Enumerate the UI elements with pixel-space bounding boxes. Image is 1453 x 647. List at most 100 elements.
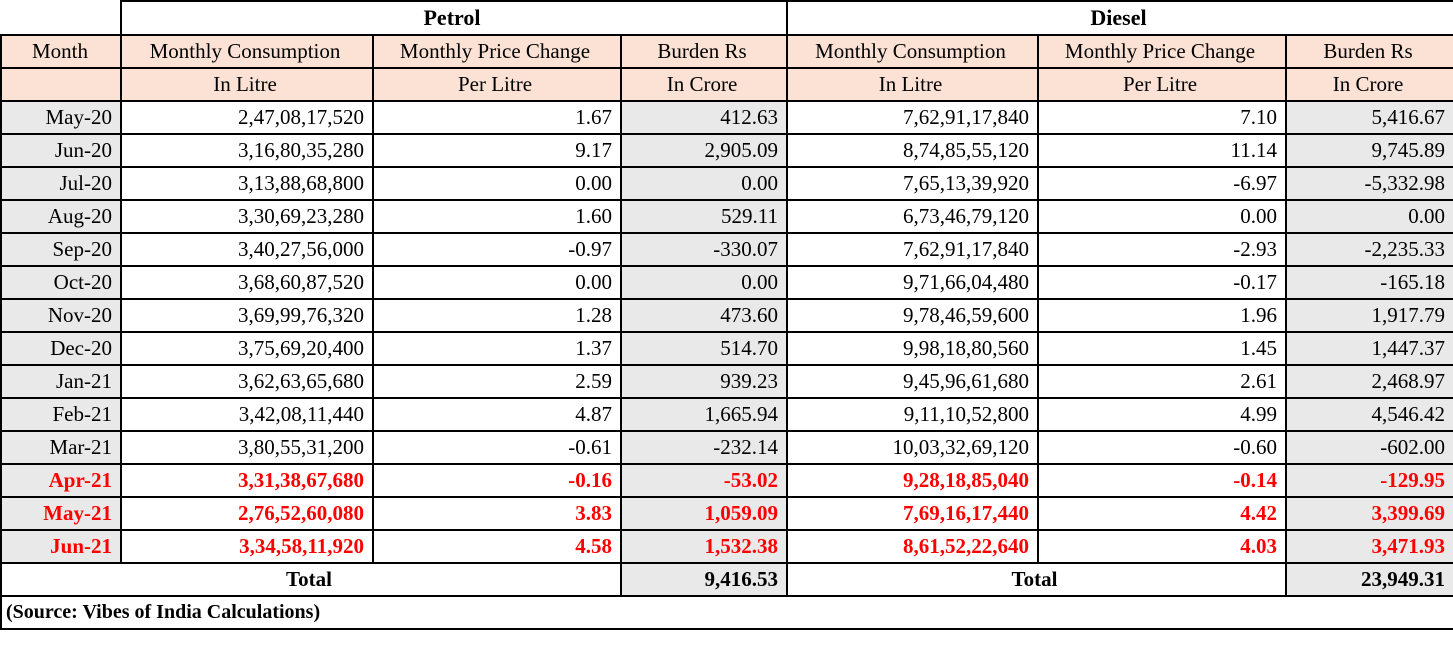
petrol-consumption-cell: 3,34,58,11,920 [120, 529, 374, 564]
diesel-burden-cell: -2,235.33 [1284, 232, 1453, 267]
month-cell: Feb-21 [0, 397, 122, 432]
month-cell: Jun-20 [0, 133, 122, 168]
table-row: Sep-20 3,40,27,56,000 -0.97 -330.07 7,62,91,… [0, 232, 1453, 267]
petrol-price-change-cell: 9.17 [372, 133, 622, 168]
petrol-price-change-cell: 2.59 [372, 364, 622, 399]
diesel-burden-cell: 1,917.79 [1284, 298, 1453, 333]
diesel-price-change-cell: -2.93 [1037, 232, 1287, 267]
table-row: Feb-21 3,42,08,11,440 4.87 1,665.94 9,11,10,… [0, 397, 1453, 432]
petrol-consumption-unit: In Litre [120, 67, 374, 102]
table-row: Apr-21 3,31,38,67,680 -0.16 -53.02 9,28,18,8… [0, 463, 1453, 498]
petrol-consumption-cell: 3,42,08,11,440 [120, 397, 374, 432]
diesel-consumption-cell: 9,11,10,52,800 [786, 397, 1039, 432]
petrol-consumption-cell: 3,69,99,76,320 [120, 298, 374, 333]
petrol-burden-cell: 939.23 [620, 364, 788, 399]
diesel-consumption-cell: 9,71,66,04,480 [786, 265, 1039, 300]
diesel-burden-cell: -165.18 [1284, 265, 1453, 300]
petrol-consumption-cell: 3,16,80,35,280 [120, 133, 374, 168]
unit-header-row: In Litre Per Litre In Crore In Litre Per… [0, 67, 1453, 102]
month-cell: Mar-21 [0, 430, 122, 465]
month-cell: May-21 [0, 496, 122, 531]
month-cell: Jun-21 [0, 529, 122, 564]
diesel-consumption-cell: 8,74,85,55,120 [786, 133, 1039, 168]
diesel-burden-cell: 1,447.37 [1284, 331, 1453, 366]
diesel-burden-header: Burden Rs [1284, 34, 1453, 69]
diesel-burden-cell: -5,332.98 [1284, 166, 1453, 201]
month-cell: Oct-20 [0, 265, 122, 300]
table-body: May-20 2,47,08,17,520 1.67 412.63 7,62,91,17… [0, 100, 1453, 564]
fuel-burden-table: Petrol Diesel Month Monthly Consumption … [0, 0, 1453, 630]
petrol-price-change-cell: 1.67 [372, 100, 622, 135]
petrol-price-change-header: Monthly Price Change [372, 34, 622, 69]
petrol-total-label: Total [0, 562, 622, 597]
diesel-burden-cell: 2,468.97 [1284, 364, 1453, 399]
diesel-price-change-cell: -0.60 [1037, 430, 1287, 465]
petrol-burden-cell: 2,905.09 [620, 133, 788, 168]
table-row: Jun-20 3,16,80,35,280 9.17 2,905.09 8,74,85,… [0, 133, 1453, 168]
petrol-consumption-header: Monthly Consumption [120, 34, 374, 69]
diesel-consumption-cell: 7,62,91,17,840 [786, 100, 1039, 135]
diesel-consumption-cell: 7,62,91,17,840 [786, 232, 1039, 267]
diesel-total-burden: 23,949.31 [1284, 562, 1453, 597]
table-row: Nov-20 3,69,99,76,320 1.28 473.60 9,78,46,59… [0, 298, 1453, 333]
petrol-burden-cell: 529.11 [620, 199, 788, 234]
month-cell: May-20 [0, 100, 122, 135]
diesel-price-change-cell: 4.03 [1037, 529, 1287, 564]
month-column-header: Month [0, 34, 122, 69]
diesel-price-change-cell: 1.96 [1037, 298, 1287, 333]
petrol-consumption-cell: 2,47,08,17,520 [120, 100, 374, 135]
petrol-consumption-cell: 3,80,55,31,200 [120, 430, 374, 465]
petrol-burden-cell: -232.14 [620, 430, 788, 465]
petrol-price-change-cell: -0.97 [372, 232, 622, 267]
petrol-price-change-cell: -0.16 [372, 463, 622, 498]
petrol-burden-cell: 514.70 [620, 331, 788, 366]
petrol-price-change-cell: -0.61 [372, 430, 622, 465]
diesel-consumption-cell: 8,61,52,22,640 [786, 529, 1039, 564]
diesel-consumption-cell: 9,45,96,61,680 [786, 364, 1039, 399]
column-header-row: Month Monthly Consumption Monthly Price … [0, 34, 1453, 69]
diesel-price-change-cell: 7.10 [1037, 100, 1287, 135]
petrol-consumption-cell: 3,30,69,23,280 [120, 199, 374, 234]
diesel-price-change-cell: -0.14 [1037, 463, 1287, 498]
diesel-consumption-cell: 9,28,18,85,040 [786, 463, 1039, 498]
petrol-price-change-cell: 3.83 [372, 496, 622, 531]
diesel-price-change-cell: 0.00 [1037, 199, 1287, 234]
table-row: Oct-20 3,68,60,87,520 0.00 0.00 9,71,66,04,4… [0, 265, 1453, 300]
month-cell: Sep-20 [0, 232, 122, 267]
petrol-burden-unit: In Crore [620, 67, 788, 102]
source-note: (Source: Vibes of India Calculations) [0, 595, 1453, 630]
petrol-burden-cell: 0.00 [620, 166, 788, 201]
diesel-burden-cell: 3,471.93 [1284, 529, 1453, 564]
petrol-consumption-cell: 3,75,69,20,400 [120, 331, 374, 366]
table-row: Jul-20 3,13,88,68,800 0.00 0.00 7,65,13,39,9… [0, 166, 1453, 201]
diesel-consumption-cell: 7,65,13,39,920 [786, 166, 1039, 201]
diesel-consumption-cell: 6,73,46,79,120 [786, 199, 1039, 234]
diesel-burden-cell: -602.00 [1284, 430, 1453, 465]
table-row: Jun-21 3,34,58,11,920 4.58 1,532.38 8,61,52,… [0, 529, 1453, 564]
table-row: Jan-21 3,62,63,65,680 2.59 939.23 9,45,96,61… [0, 364, 1453, 399]
petrol-total-burden: 9,416.53 [620, 562, 788, 597]
diesel-price-change-unit: Per Litre [1037, 67, 1287, 102]
diesel-total-label: Total [786, 562, 1287, 597]
diesel-burden-cell: 5,416.67 [1284, 100, 1453, 135]
petrol-burden-cell: -53.02 [620, 463, 788, 498]
petrol-consumption-cell: 3,40,27,56,000 [120, 232, 374, 267]
month-cell: Aug-20 [0, 199, 122, 234]
diesel-price-change-header: Monthly Price Change [1037, 34, 1287, 69]
diesel-burden-cell: 9,745.89 [1284, 133, 1453, 168]
source-row: (Source: Vibes of India Calculations) [0, 595, 1453, 630]
petrol-burden-cell: 1,665.94 [620, 397, 788, 432]
diesel-burden-cell: 3,399.69 [1284, 496, 1453, 531]
petrol-consumption-cell: 3,13,88,68,800 [120, 166, 374, 201]
petrol-price-change-cell: 1.60 [372, 199, 622, 234]
diesel-price-change-cell: -0.17 [1037, 265, 1287, 300]
diesel-consumption-header: Monthly Consumption [786, 34, 1039, 69]
month-cell: Jan-21 [0, 364, 122, 399]
table-row: Dec-20 3,75,69,20,400 1.37 514.70 9,98,18,80… [0, 331, 1453, 366]
petrol-price-change-cell: 1.37 [372, 331, 622, 366]
diesel-price-change-cell: 4.99 [1037, 397, 1287, 432]
table-row: May-20 2,47,08,17,520 1.67 412.63 7,62,91,17… [0, 100, 1453, 135]
total-row: Total 9,416.53 Total 23,949.31 [0, 562, 1453, 597]
diesel-consumption-cell: 9,98,18,80,560 [786, 331, 1039, 366]
petrol-burden-cell: 1,532.38 [620, 529, 788, 564]
